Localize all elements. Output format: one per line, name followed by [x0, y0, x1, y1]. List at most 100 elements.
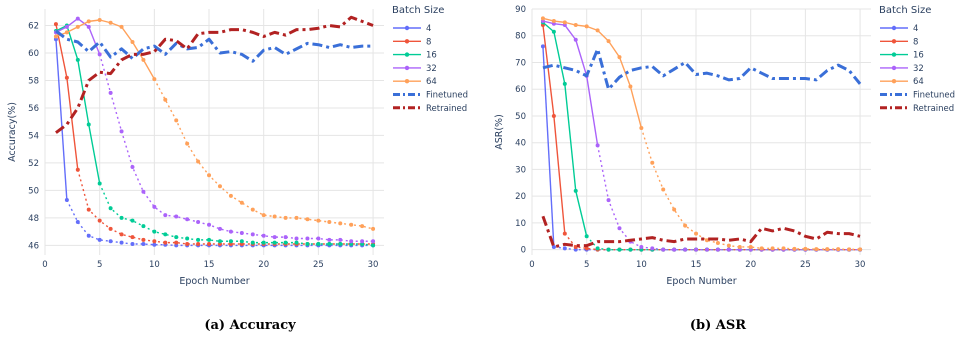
accuracy-series-32-point [371, 239, 376, 244]
accuracy-legend-label-finetuned: Finetuned [426, 91, 468, 101]
accuracy-series-32-point [86, 24, 91, 29]
accuracy-series-64-point [294, 215, 299, 220]
accuracy-xaxis-label: Epoch Number [179, 276, 249, 287]
accuracy-series-64-line [55, 19, 155, 80]
asr-series-4-point [562, 246, 567, 251]
accuracy-series-32-point [250, 232, 255, 237]
accuracy-series-4-line [55, 39, 68, 201]
accuracy-series-32-point [360, 239, 365, 244]
asr-xtick-label: 0 [529, 260, 534, 270]
asr-series-32-point [639, 244, 644, 249]
accuracy-series-32-point [75, 16, 80, 21]
accuracy-series-32-point [152, 204, 157, 209]
accuracy-series-64-point [272, 214, 277, 219]
asr-xaxis-label: Epoch Number [666, 276, 736, 287]
accuracy-series-16-point [283, 240, 288, 245]
accuracy-series-4-point [119, 240, 124, 245]
asr-ytick-label: 60 [515, 85, 526, 95]
accuracy-series-16-point [86, 122, 91, 127]
asr-series-64-point [759, 246, 764, 251]
accuracy-legend-marker-32 [404, 65, 410, 71]
accuracy-series-16-point [196, 237, 201, 242]
asr-series-64-point [847, 247, 852, 252]
asr-series-32-point [726, 247, 731, 252]
asr-series-32-point [650, 246, 655, 251]
accuracy-series-4-point [174, 243, 179, 248]
accuracy-xtick-label: 0 [42, 260, 47, 270]
asr-series-32-point [595, 143, 600, 148]
asr-ytick-label: 30 [515, 165, 526, 175]
accuracy-series-64-point [141, 57, 146, 62]
accuracy-ytick-label: 58 [28, 76, 39, 86]
asr-series-64-point [781, 246, 786, 251]
accuracy-series-4-point [64, 198, 69, 203]
accuracy-series-64-point [53, 34, 58, 39]
accuracy-series-16-point [152, 229, 157, 234]
asr-xtick-label: 20 [745, 260, 756, 270]
accuracy-series-16-point [185, 236, 190, 241]
accuracy-series-32-point [141, 189, 146, 194]
accuracy-series-64-point [261, 213, 266, 218]
asr-series-64-point [803, 246, 808, 251]
accuracy-series-8-point [185, 242, 190, 247]
accuracy-series-8-point [207, 242, 212, 247]
accuracy-series-16-point [217, 239, 222, 244]
asr-series-64-point [551, 19, 556, 24]
asr-series-32-point [661, 247, 666, 252]
accuracy-series-64-point [97, 17, 102, 22]
asr-series-64-point [825, 247, 830, 252]
asr-series-64-point [628, 84, 633, 89]
accuracy-series-retrained-line [55, 15, 374, 134]
accuracy-legend-marker-64 [404, 79, 410, 84]
accuracy-series-4-point [75, 220, 80, 225]
accuracy-series-32-point [97, 52, 102, 57]
asr-series-16-point [628, 247, 633, 252]
asr-ytick-label: 0 [521, 246, 526, 256]
accuracy-series-8-point [130, 235, 135, 240]
asr-series-32-point [573, 37, 578, 42]
asr-legend-label-finetuned: Finetuned [913, 91, 955, 101]
accuracy-series-16-point [141, 224, 146, 229]
asr-series-4-point [551, 244, 556, 249]
asr-series-8-point [584, 246, 589, 251]
asr-xtick-label: 25 [800, 260, 811, 270]
accuracy-series-32-point [185, 217, 190, 222]
accuracy-series-64-point [196, 159, 201, 164]
accuracy-series-32-point [207, 222, 212, 227]
asr-series-64-point [858, 247, 863, 252]
asr-series-16-point [617, 247, 622, 252]
asr-series-64-point [606, 39, 611, 44]
asr-series-32-point [694, 247, 699, 252]
accuracy-series-32-point [338, 237, 343, 242]
accuracy-series-64-point [108, 20, 113, 25]
asr-ytick-label: 40 [515, 139, 526, 149]
accuracy-series-32-point [119, 129, 124, 134]
accuracy-series-32-point [305, 236, 310, 241]
asr-series-64-point [694, 231, 699, 236]
accuracy-series-4-point [130, 242, 135, 247]
accuracy-series-16-point [250, 240, 255, 245]
caption-accuracy: (a) Accuracy [204, 318, 296, 333]
accuracy-series-16-point [130, 218, 135, 223]
accuracy-xtick-label: 5 [97, 260, 102, 270]
asr-series-32-point [617, 226, 622, 231]
asr-series-8-point [551, 113, 556, 118]
accuracy-legend-title: Batch Size [392, 5, 444, 16]
accuracy-xtick-label: 25 [313, 260, 324, 270]
accuracy-series-16-point [108, 206, 113, 211]
accuracy-series-32-point [130, 165, 135, 170]
accuracy-series-finetuned-line [55, 29, 374, 63]
accuracy-legend-label-retrained: Retrained [426, 104, 467, 114]
asr-legend-label-retrained: Retrained [913, 104, 954, 114]
accuracy-series-64-point [217, 184, 222, 189]
accuracy-series-32-point [261, 233, 266, 238]
accuracy-series-8-point [86, 207, 91, 212]
accuracy-series-16-point [119, 215, 124, 220]
accuracy-series-32-point [228, 229, 233, 234]
accuracy-series-16-point [349, 242, 354, 247]
accuracy-series-64-point [360, 224, 365, 229]
accuracy-series-8-point [217, 242, 222, 247]
asr-series-64-point [672, 207, 677, 212]
